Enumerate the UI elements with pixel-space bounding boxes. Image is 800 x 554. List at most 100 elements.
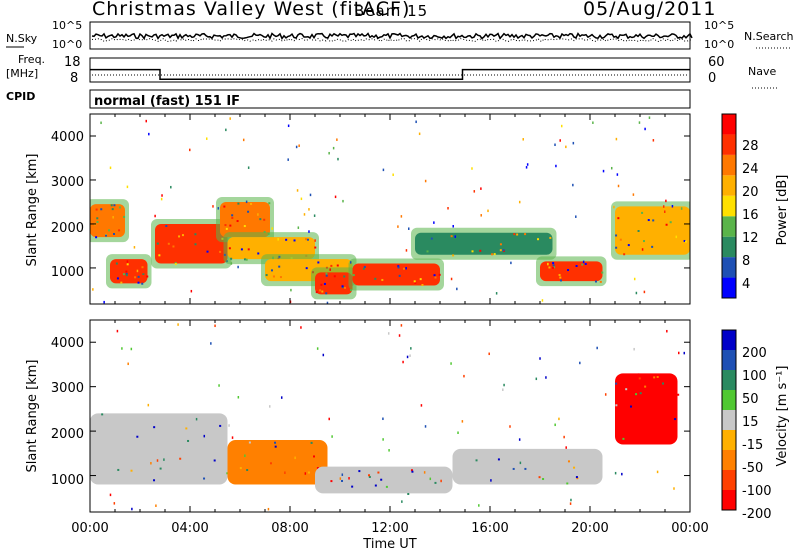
power-speckle xyxy=(319,289,322,292)
power-speckle xyxy=(171,227,174,230)
power-region xyxy=(415,232,553,255)
power-speckle xyxy=(156,242,159,245)
power-colorbar-swatch xyxy=(722,114,736,135)
velocity-speckle xyxy=(246,469,249,472)
noise-right-label: N.Search xyxy=(744,30,794,43)
power-noise-point xyxy=(245,200,248,204)
velocity-noise-point xyxy=(478,504,480,507)
power-speckle xyxy=(144,268,147,271)
power-speckle xyxy=(268,202,271,205)
power-speckle xyxy=(584,262,587,265)
power-speckle xyxy=(293,239,296,242)
power-speckle xyxy=(125,274,128,277)
velocity-speckle xyxy=(497,458,500,461)
power-colorbar-swatch xyxy=(722,216,736,237)
power-speckle xyxy=(558,273,561,276)
velocity-ylabel: Slant Range [km] xyxy=(25,360,40,473)
power-speckle xyxy=(305,238,308,241)
power-speckle xyxy=(343,275,346,278)
freq-tick-bottom: 8 xyxy=(70,71,78,86)
power-speckle xyxy=(118,229,121,232)
velocity-noise-point xyxy=(402,360,404,364)
power-speckle xyxy=(352,274,355,277)
power-speckle xyxy=(438,273,441,276)
power-speckle xyxy=(350,289,353,292)
velocity-speckle xyxy=(239,467,242,470)
noise-right-tick-top: 10^5 xyxy=(704,19,734,32)
power-speckle xyxy=(335,280,338,283)
power-yticks: 4000 3000 2000 1000 xyxy=(51,130,84,280)
power-noise-point xyxy=(518,200,521,204)
velocity-colorbar-swatch xyxy=(722,410,736,430)
velocity-scatter xyxy=(90,323,686,511)
x-axis-ticks: 00:00 04:00 08:00 12:00 16:00 20:00 00:0… xyxy=(71,521,708,536)
power-noise-point xyxy=(522,138,524,141)
velocity-noise-point xyxy=(348,477,350,480)
power-speckle xyxy=(265,274,268,277)
velocity-noise-point xyxy=(535,377,538,381)
power-speckle xyxy=(552,262,555,265)
power-speckle xyxy=(236,220,239,223)
power-region xyxy=(227,237,315,260)
velocity-speckle xyxy=(377,471,380,474)
velocity-speckle xyxy=(313,455,316,458)
velocity-colorbar-label: Velocity [m s⁻¹] xyxy=(775,366,790,467)
x-axis-label: Time UT xyxy=(362,537,416,552)
power-speckle xyxy=(617,217,620,220)
power-speckle xyxy=(491,253,494,256)
velocity-ytick-1000: 1000 xyxy=(51,473,84,488)
power-speckle xyxy=(619,238,622,241)
xtick-3: 12:00 xyxy=(371,521,408,536)
velocity-noise-point xyxy=(121,347,123,350)
power-cb-20: 20 xyxy=(742,185,759,200)
power-speckle xyxy=(413,280,416,283)
power-speckle xyxy=(552,264,555,267)
power-speckle xyxy=(581,263,584,266)
velocity-colorbar-swatch xyxy=(722,370,736,390)
power-speckle xyxy=(272,275,275,278)
power-noise-point xyxy=(602,169,605,173)
power-speckle xyxy=(325,292,328,295)
velocity-colorbar xyxy=(721,329,737,511)
power-noise-point xyxy=(314,239,316,242)
power-speckle xyxy=(493,253,496,256)
power-speckle xyxy=(240,248,243,251)
power-speckle xyxy=(357,267,360,270)
power-noise-point xyxy=(326,301,329,304)
power-speckle xyxy=(257,252,260,255)
velocity-noise-point xyxy=(280,396,283,399)
power-speckle xyxy=(263,230,266,233)
power-speckle xyxy=(315,291,318,294)
power-speckle xyxy=(134,276,137,279)
power-noise-point xyxy=(217,207,220,210)
beam-label: Beam 15 xyxy=(354,2,428,20)
power-noise-point xyxy=(675,235,678,239)
velocity-noise-point xyxy=(638,421,640,424)
power-region xyxy=(615,206,690,255)
power-noise-point xyxy=(109,166,112,170)
power-speckle xyxy=(381,278,384,281)
power-noise-point xyxy=(92,288,94,291)
velocity-noise-point xyxy=(195,417,198,421)
date-label: 05/Aug/2011 xyxy=(583,0,716,20)
velocity-speckle xyxy=(136,435,139,438)
power-noise-point xyxy=(633,277,636,281)
power-speckle xyxy=(566,261,569,264)
power-noise-point xyxy=(313,214,316,217)
power-noise-point xyxy=(126,260,129,263)
velocity-noise-point xyxy=(558,417,560,421)
power-noise-point xyxy=(400,215,403,218)
power-noise-point xyxy=(272,256,274,260)
power-speckle xyxy=(194,243,197,246)
power-speckle xyxy=(229,224,232,227)
power-noise-point xyxy=(161,194,163,197)
velocity-speckle xyxy=(566,482,569,485)
power-speckle xyxy=(125,270,128,273)
power-speckle xyxy=(641,211,644,214)
power-noise-point xyxy=(145,119,147,123)
noise-left-label: N.Sky xyxy=(6,32,38,45)
power-noise-point xyxy=(572,183,574,187)
power-noise-point xyxy=(592,121,594,124)
power-speckle xyxy=(96,217,99,220)
power-noise-point xyxy=(510,261,512,265)
